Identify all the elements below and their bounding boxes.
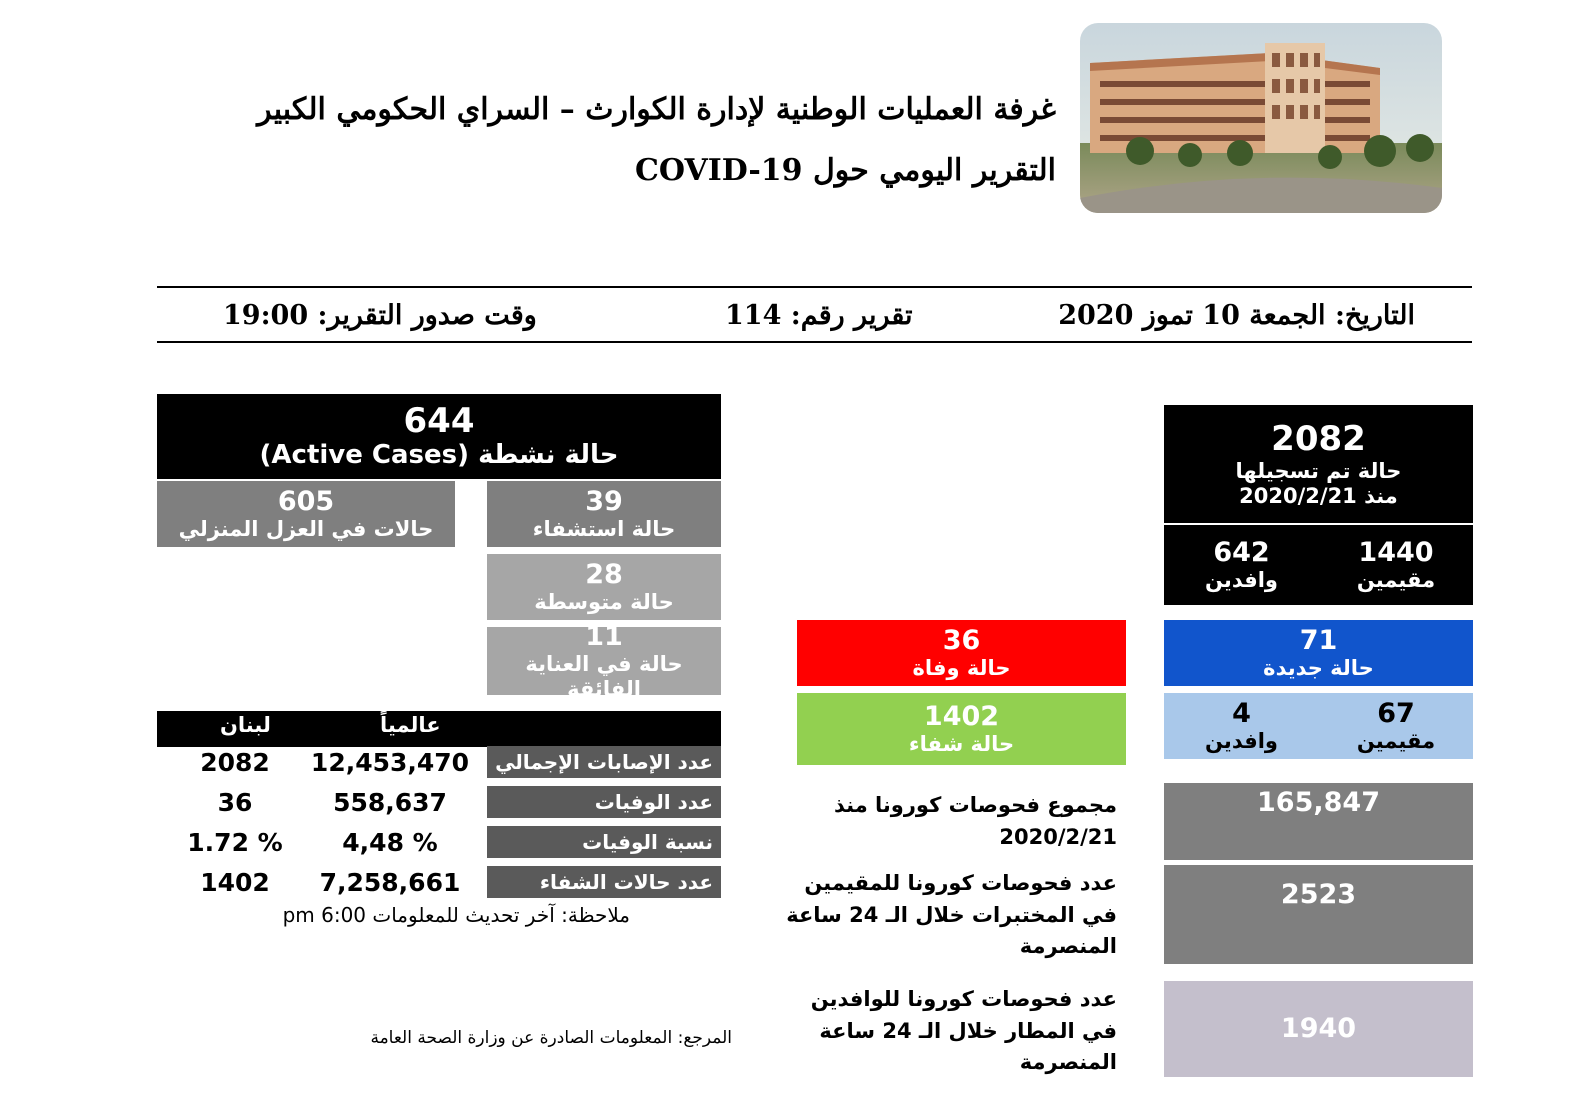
total-tests-label: مجموع فحوصات كورونا منذ 2020/2/21: [834, 790, 1117, 853]
total-tests-label-line1: مجموع فحوصات كورونا منذ: [834, 793, 1117, 817]
residents-total-value: 1440: [1358, 537, 1434, 569]
new-cases-label: حالة جديدة: [1263, 656, 1374, 681]
deaths-value: 36: [942, 625, 981, 657]
hospitalized-value: 39: [585, 486, 623, 518]
arrival-tests-value: 1940: [1280, 1013, 1357, 1045]
home-isolation-box: 605 حالات في العزل المنزلي: [157, 481, 455, 547]
header-title: غرفة العمليات الوطنية لإدارة الكوارث – ا…: [257, 92, 1056, 127]
col-header-global: عالمياً: [380, 713, 441, 737]
total-registered-box: 2082 حالة تم تسجيلها منذ 2020/2/21: [1164, 405, 1473, 523]
resident-tests-box: 2523: [1164, 865, 1473, 964]
arrival-tests-label: عدد فحوصات كورونا للوافدين في المطار خلا…: [811, 984, 1117, 1079]
report-date: التاريخ: الجمعة 10 تموز 2020: [1058, 300, 1415, 331]
moderate-box: 28 حالة متوسطة: [487, 554, 721, 620]
source-note: المرجع: المعلومات الصادرة عن وزارة الصحة…: [370, 1028, 732, 1048]
recovered-box: 1402 حالة شفاء: [797, 693, 1126, 765]
total-registered-value: 2082: [1271, 419, 1366, 460]
total-tests-label-line2: 2020/2/21: [999, 824, 1117, 849]
new-residents-label: مقيمين: [1356, 729, 1436, 754]
divider-bottom: [157, 341, 1472, 343]
divider-top: [157, 286, 1472, 288]
building-photo-icon: [1080, 23, 1442, 213]
row-global-recovered: 7,258,661: [319, 868, 461, 897]
row-label-total-cases: عدد الإصابات الإجمالي: [487, 746, 721, 778]
row-label-death-rate: نسبة الوفيات: [487, 826, 721, 858]
new-residents-box: 67 مقيمين: [1319, 693, 1473, 759]
row-global-deaths: 558,637: [333, 788, 447, 817]
row-lebanon-total-cases: 2082: [200, 748, 270, 777]
col-header-lebanon: لبنان: [220, 713, 271, 737]
resident-tests-label-line1: عدد فحوصات كورونا للمقيمين: [804, 871, 1117, 895]
residents-total-label: مقيمين: [1356, 568, 1436, 593]
residents-total-box: 1440 مقيمين: [1319, 525, 1473, 605]
home-isolation-label: حالات في العزل المنزلي: [178, 517, 434, 542]
deaths-label: حالة وفاة: [912, 656, 1011, 681]
new-cases-box: 71 حالة جديدة: [1164, 620, 1473, 686]
row-lebanon-death-rate: 1.72 %: [187, 828, 283, 857]
moderate-label: حالة متوسطة: [534, 590, 674, 615]
recovered-label: حالة شفاء: [908, 732, 1015, 757]
total-registered-since: منذ 2020/2/21: [1239, 483, 1398, 508]
icu-label: حالة في العناية الفائقة: [525, 652, 683, 701]
active-cases-value: 644: [403, 401, 475, 441]
update-note: ملاحظة: آخر تحديث للمعلومات 6:00 pm: [282, 903, 630, 927]
resident-tests-label-line2: في المختبرات خلال الـ 24 ساعة: [786, 902, 1117, 927]
active-cases-label: حالة نشطة (Active Cases): [259, 440, 619, 471]
total-registered-label: حالة تم تسجيلها: [1235, 459, 1402, 484]
row-label-recovered: عدد حالات الشفاء: [487, 866, 721, 898]
new-cases-value: 71: [1299, 625, 1338, 657]
report-number: تقرير رقم: 114: [725, 300, 913, 331]
moderate-value: 28: [585, 559, 623, 591]
deaths-box: 36 حالة وفاة: [797, 620, 1126, 686]
row-lebanon-deaths: 36: [217, 788, 253, 817]
report-issue-time: وقت صدور التقرير: 19:00: [223, 300, 537, 331]
arrival-tests-label-line3: المنصرمة: [1019, 1050, 1117, 1074]
total-tests-box: 165,847: [1164, 783, 1473, 860]
new-arrivals-value: 4: [1232, 698, 1251, 730]
icu-value: 11: [585, 621, 623, 653]
home-isolation-value: 605: [277, 486, 335, 518]
arrivals-total-label: وافدين: [1205, 568, 1278, 593]
resident-tests-label-line3: المنصرمة: [1019, 934, 1117, 958]
active-cases-box: 644 حالة نشطة (Active Cases): [157, 394, 721, 479]
new-residents-value: 67: [1377, 698, 1415, 730]
row-label-deaths: عدد الوفيات: [487, 786, 721, 818]
arrivals-total-value: 642: [1213, 537, 1270, 569]
row-lebanon-recovered: 1402: [200, 868, 270, 897]
hospitalized-box: 39 حالة استشفاء: [487, 481, 721, 547]
row-global-death-rate: 4,48 %: [342, 828, 438, 857]
new-arrivals-box: 4 وافدين: [1164, 693, 1319, 759]
comparison-table-header: [157, 711, 721, 747]
recovered-value: 1402: [923, 701, 1000, 733]
icu-box: 11 حالة في العناية الفائقة: [487, 621, 721, 701]
arrival-tests-label-line1: عدد فحوصات كورونا للوافدين: [810, 987, 1117, 1011]
resident-tests-label: عدد فحوصات كورونا للمقيمين في المختبرات …: [786, 868, 1117, 963]
hospitalized-label: حالة استشفاء: [532, 517, 676, 542]
total-tests-value: 165,847: [1257, 787, 1380, 818]
new-arrivals-label: وافدين: [1205, 729, 1278, 754]
header-subtitle: التقرير اليومي حول COVID-19: [634, 153, 1056, 188]
resident-tests-value: 2523: [1280, 879, 1357, 910]
grand-serail-photo: [1080, 23, 1442, 213]
row-global-total-cases: 12,453,470: [310, 748, 470, 777]
arrivals-total-box: 642 وافدين: [1164, 525, 1319, 605]
arrival-tests-label-line2: في المطار خلال الـ 24 ساعة: [819, 1018, 1117, 1043]
arrival-tests-box: 1940: [1164, 981, 1473, 1077]
